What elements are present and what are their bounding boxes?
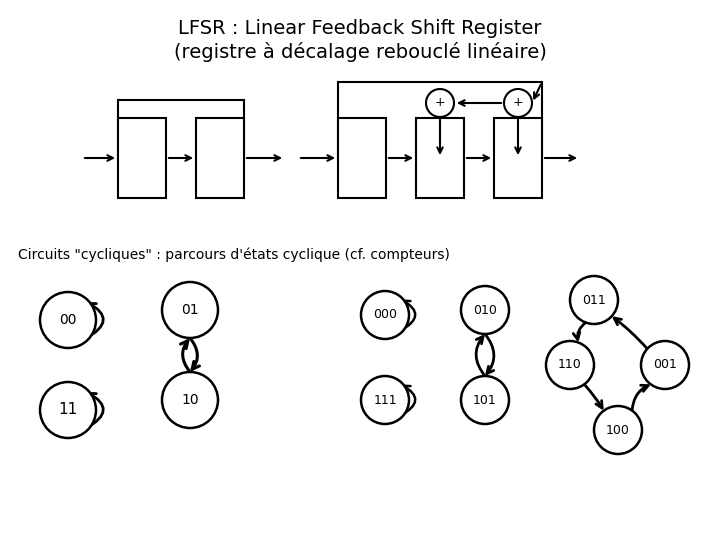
FancyArrowPatch shape xyxy=(86,393,103,428)
Circle shape xyxy=(162,282,218,338)
Circle shape xyxy=(40,292,96,348)
Bar xyxy=(338,118,386,198)
Text: 000: 000 xyxy=(373,308,397,321)
Text: 100: 100 xyxy=(606,423,630,436)
Text: 001: 001 xyxy=(653,359,677,372)
Circle shape xyxy=(40,382,96,438)
Circle shape xyxy=(594,406,642,454)
Text: 010: 010 xyxy=(473,303,497,316)
Text: LFSR : Linear Feedback Shift Register: LFSR : Linear Feedback Shift Register xyxy=(179,18,541,37)
Circle shape xyxy=(570,276,618,324)
Circle shape xyxy=(641,341,689,389)
Text: 00: 00 xyxy=(59,313,77,327)
Circle shape xyxy=(361,291,409,339)
Circle shape xyxy=(162,372,218,428)
Bar xyxy=(118,118,166,198)
Circle shape xyxy=(426,89,454,117)
FancyArrowPatch shape xyxy=(400,386,415,416)
Text: 01: 01 xyxy=(181,303,199,317)
FancyArrowPatch shape xyxy=(400,301,415,330)
Bar xyxy=(494,118,542,198)
Text: +: + xyxy=(513,97,523,110)
Circle shape xyxy=(546,341,594,389)
FancyArrowPatch shape xyxy=(573,322,585,340)
Text: 110: 110 xyxy=(558,359,582,372)
FancyArrowPatch shape xyxy=(181,341,190,372)
FancyArrowPatch shape xyxy=(614,318,647,349)
Bar xyxy=(416,118,464,198)
Circle shape xyxy=(461,286,509,334)
Text: 011: 011 xyxy=(582,294,606,307)
FancyArrowPatch shape xyxy=(476,336,485,376)
FancyArrowPatch shape xyxy=(190,338,199,369)
Text: (registre à décalage rebouclé linéaire): (registre à décalage rebouclé linéaire) xyxy=(174,42,546,62)
FancyArrowPatch shape xyxy=(86,303,103,338)
Text: +: + xyxy=(435,97,445,110)
Circle shape xyxy=(504,89,532,117)
FancyArrowPatch shape xyxy=(632,385,648,410)
Text: 11: 11 xyxy=(58,402,78,417)
FancyArrowPatch shape xyxy=(485,334,494,374)
Text: Circuits "cycliques" : parcours d'états cyclique (cf. compteurs): Circuits "cycliques" : parcours d'états … xyxy=(18,248,450,262)
Bar xyxy=(196,118,244,198)
Text: 10: 10 xyxy=(181,393,199,407)
Text: 101: 101 xyxy=(473,394,497,407)
Circle shape xyxy=(361,376,409,424)
Circle shape xyxy=(461,376,509,424)
FancyArrowPatch shape xyxy=(584,384,602,408)
Text: 111: 111 xyxy=(373,394,397,407)
